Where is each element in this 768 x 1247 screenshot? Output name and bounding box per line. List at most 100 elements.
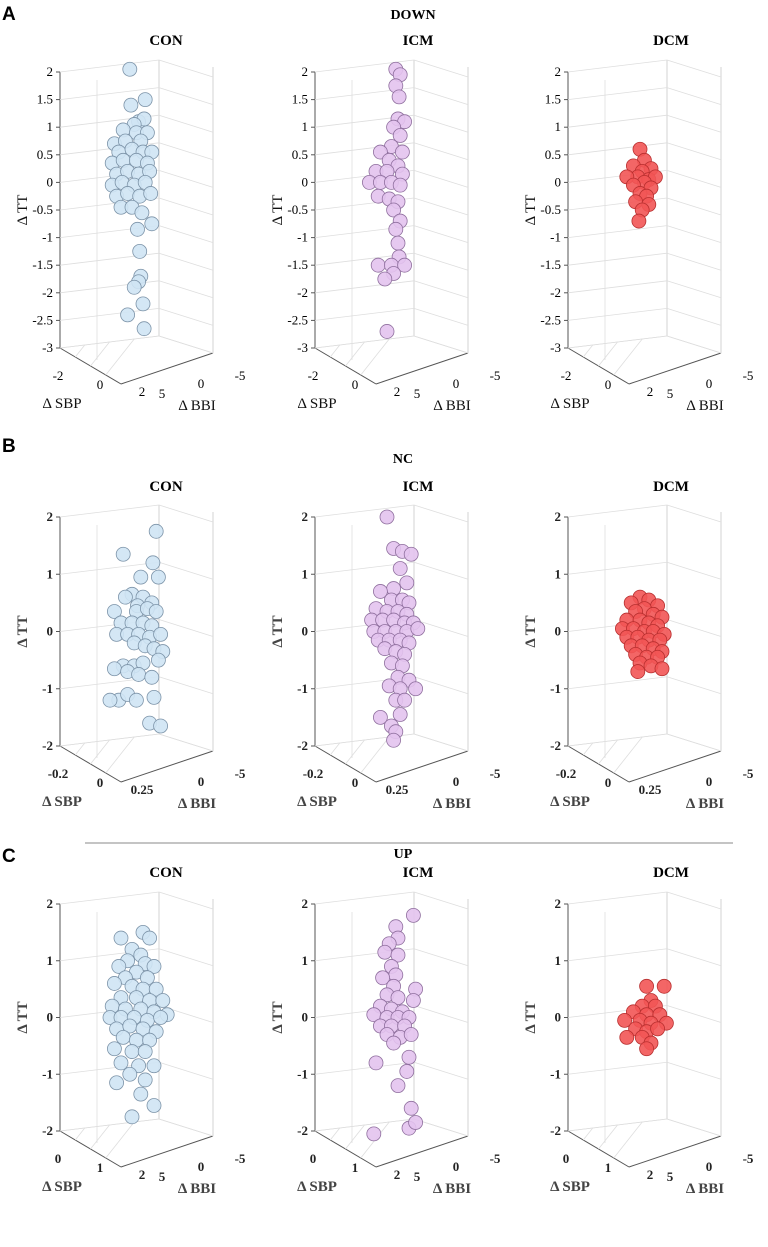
tt-tick-label: 2 <box>47 509 54 524</box>
sbp-tick-label: -2 <box>308 368 319 383</box>
data-point <box>408 1115 424 1130</box>
data-point <box>377 944 393 960</box>
data-point <box>399 1064 415 1079</box>
floor-grid-line <box>105 1121 135 1159</box>
bbi-tick-label: 0 <box>453 1159 460 1174</box>
data-point <box>153 718 169 734</box>
tt-tick-label: -1.5 <box>540 257 561 272</box>
data-point <box>126 279 142 295</box>
grid-line-side <box>413 59 469 78</box>
data-point <box>144 669 160 685</box>
tt-tick-label: -2 <box>297 1123 308 1138</box>
tt-tick-label: 1 <box>555 953 562 968</box>
data-point <box>150 569 166 585</box>
floor-edge-bbi <box>375 750 469 783</box>
data-point <box>111 959 127 974</box>
tt-axis-label: Δ TT <box>523 1001 539 1033</box>
grid-line-back <box>59 891 160 905</box>
data-point <box>619 1029 635 1045</box>
bbi-tick-label: 5 <box>667 386 674 401</box>
bbi-axis-label: Δ BBI <box>178 398 216 414</box>
bbi-tick-label: 0 <box>453 376 460 391</box>
tt-tick-label: 2 <box>302 896 309 911</box>
sbp-axis-label: Δ SBP <box>297 396 336 412</box>
data-point <box>133 1086 149 1102</box>
data-point <box>148 604 164 619</box>
floor-back-edge-2 <box>158 733 214 752</box>
grid-line-back <box>567 1061 668 1075</box>
grid-line-side <box>666 676 722 695</box>
tt-tick-label: 1.5 <box>545 92 561 107</box>
tt-tick-label: -2.5 <box>540 312 561 327</box>
tt-tick-label: -2 <box>297 285 308 300</box>
tt-axis-label: Δ TT <box>15 615 31 647</box>
floor-back-edge-2 <box>413 335 469 354</box>
data-point <box>390 235 406 251</box>
grid-line-side <box>666 280 722 299</box>
tt-tick-label: 0 <box>47 624 54 639</box>
data-point <box>397 257 413 273</box>
data-point <box>128 692 144 708</box>
tt-tick-label: 1 <box>302 119 309 134</box>
data-point <box>650 1021 665 1037</box>
sbp-tick-label: -2 <box>561 368 572 383</box>
floor-edge-bbi <box>375 352 469 385</box>
grid-line-back <box>314 504 415 518</box>
tt-axis-label: Δ TT <box>523 195 539 226</box>
panel-letter-C: C <box>2 846 16 867</box>
tt-tick-label: -1 <box>550 681 561 696</box>
data-point <box>368 1055 384 1071</box>
bbi-tick-label: -5 <box>743 368 754 383</box>
tt-tick-label: -2 <box>42 285 53 300</box>
grid-line-side <box>158 619 214 637</box>
grid-line-side <box>158 142 214 161</box>
grid-line-side <box>666 197 722 216</box>
tt-tick-label: 2 <box>47 64 54 79</box>
sbp-tick-label: 0 <box>352 377 359 392</box>
data-point <box>146 689 162 705</box>
grid-line-back <box>567 87 668 100</box>
grid-line-side <box>413 225 469 243</box>
subplot-B-ICM: ICM 2 1 0 -1 -2 -0.2 0 0.25 0 -5 Δ SBP Δ BBI Δ TT <box>270 479 501 812</box>
sbp-tick-label: -0.2 <box>556 766 577 781</box>
data-point <box>137 1044 153 1059</box>
bbi-tick-label: -5 <box>490 766 501 781</box>
data-point <box>630 664 646 679</box>
tt-tick-label: -2.5 <box>32 312 53 327</box>
bbi-axis-label: Δ BBI <box>686 796 724 812</box>
grid-line-back <box>314 59 415 73</box>
floor-edge-bbi <box>628 352 722 385</box>
data-point <box>377 271 393 287</box>
tt-tick-label: -2 <box>42 738 53 753</box>
grid-line-side <box>413 308 469 326</box>
data-point <box>150 652 166 668</box>
sbp-tick-label: 1 <box>352 1160 359 1175</box>
sbp-axis-label: Δ SBP <box>550 1179 590 1195</box>
tt-tick-label: -0.5 <box>287 202 308 217</box>
floor-grid-line <box>360 338 390 376</box>
grid-line-side <box>158 280 214 299</box>
plot-title: CON <box>149 33 183 49</box>
sbp-tick-label: 1 <box>97 1160 104 1175</box>
data-point <box>135 296 151 312</box>
sbp-tick-label: 0.25 <box>639 782 662 797</box>
bbi-axis-label: Δ BBI <box>433 1181 471 1197</box>
grid-line-side <box>666 619 722 637</box>
data-point <box>386 732 402 748</box>
floor-grid-line <box>582 344 594 358</box>
tt-tick-label: 1 <box>47 566 54 581</box>
grid-line-side <box>413 1005 469 1023</box>
data-point <box>390 1078 406 1093</box>
tt-tick-label: -2 <box>550 738 561 753</box>
tt-tick-label: -1 <box>42 230 53 245</box>
grid-line-side <box>666 170 722 188</box>
sbp-axis-label: Δ SBP <box>550 794 590 810</box>
condition-label-A: DOWN <box>390 8 435 23</box>
tt-tick-label: -3 <box>550 340 561 355</box>
grid-line-side <box>666 1005 722 1023</box>
data-point <box>388 221 404 237</box>
floor-grid-line <box>74 1127 86 1141</box>
